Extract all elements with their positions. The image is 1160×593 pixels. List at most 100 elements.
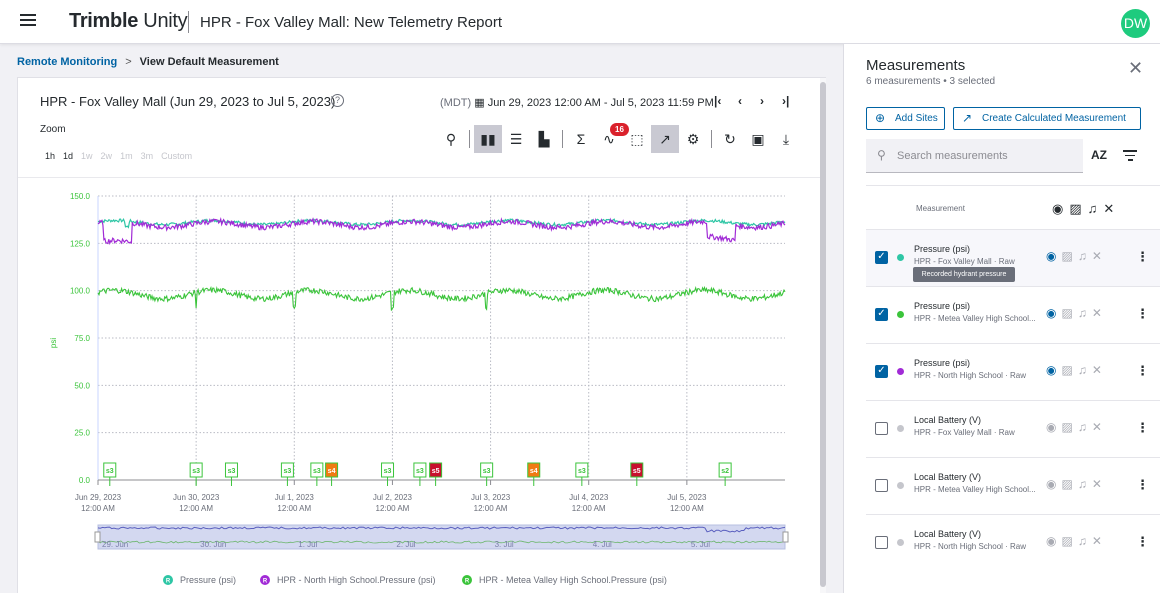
row-checkbox[interactable]: ✓ xyxy=(875,251,888,264)
filter-icon[interactable] xyxy=(1123,150,1137,164)
events-off-icon[interactable]: ✕ xyxy=(1091,306,1102,320)
first-page-icon[interactable]: |‹ xyxy=(714,94,722,108)
zoom-2w[interactable]: 2w xyxy=(100,151,113,161)
more-options-icon[interactable]: ⋮ xyxy=(1136,477,1149,492)
alerts-off-icon[interactable]: ♫ xyxy=(1077,420,1087,434)
bar-view-icon[interactable]: ▮▮ xyxy=(474,125,502,153)
hide-icon[interactable]: ▨ xyxy=(1061,477,1073,491)
more-options-icon[interactable]: ⋮ xyxy=(1136,306,1149,321)
zoom-1w[interactable]: 1w xyxy=(81,151,93,161)
event-marker xyxy=(325,462,339,478)
alerts-off-icon[interactable]: ♫ xyxy=(1077,534,1087,548)
measurement-row[interactable]: Local Battery (V) HPR - North High School… xyxy=(866,514,1160,571)
events-off-all-icon[interactable]: ✕ xyxy=(1103,201,1115,216)
event-marker-label: s2 xyxy=(721,468,729,475)
close-icon[interactable]: ✕ xyxy=(1128,58,1144,78)
visibility-icon[interactable]: ◉ xyxy=(1046,306,1057,320)
list-header: Measurement ◉ ▨ ♫ ✕ xyxy=(866,185,1160,229)
calendar-icon: ▦ xyxy=(474,97,485,109)
measurement-row[interactable]: Local Battery (V) HPR - Metea Valley High… xyxy=(866,457,1160,514)
legend-label: Pressure (psi) xyxy=(180,575,236,585)
measurement-row[interactable]: Local Battery (V) HPR - Fox Valley Mall ·… xyxy=(866,400,1160,457)
navigator-handle-left xyxy=(94,531,101,543)
event-marker-label: s3 xyxy=(192,468,200,475)
select-area-icon[interactable]: ⬚ xyxy=(630,131,644,147)
y-tick-label: 50.0 xyxy=(74,381,90,390)
zoom-1m[interactable]: 1m xyxy=(120,151,133,161)
events-off-icon[interactable]: ✕ xyxy=(1091,363,1102,377)
row-checkbox[interactable]: ✓ xyxy=(875,308,888,321)
x-tick-time: 12:00 AM xyxy=(376,504,410,513)
more-options-icon[interactable]: ⋮ xyxy=(1136,249,1149,264)
hide-icon[interactable]: ▨ xyxy=(1061,249,1073,263)
last-page-icon[interactable]: ›| xyxy=(782,94,790,108)
search-icon[interactable]: ⚲ xyxy=(445,131,457,147)
list-view-icon[interactable]: ☰ xyxy=(509,131,523,147)
visibility-icon[interactable]: ◉ xyxy=(1046,363,1057,377)
more-options-icon[interactable]: ⋮ xyxy=(1136,534,1149,549)
event-marker-label: s3 xyxy=(313,468,321,475)
measurement-name: Pressure (psi) xyxy=(914,301,971,311)
measurement-name: Pressure (psi) xyxy=(914,358,971,368)
zoom-custom[interactable]: Custom xyxy=(161,151,193,161)
hide-icon[interactable]: ▨ xyxy=(1061,363,1073,377)
search-icon: ⚲ xyxy=(877,148,886,162)
more-options-icon[interactable]: ⋮ xyxy=(1136,420,1149,435)
events-off-icon[interactable]: ✕ xyxy=(1091,420,1102,434)
help-icon[interactable]: ? xyxy=(331,94,344,107)
alerts-off-icon[interactable]: ♫ xyxy=(1077,249,1087,263)
row-icons: ◉ ▨ ♫ ✕ xyxy=(1046,306,1107,320)
hamburger-menu-icon[interactable] xyxy=(20,14,36,28)
zoom-1d[interactable]: 1d xyxy=(63,151,74,161)
search-input[interactable] xyxy=(866,139,1083,173)
line-chart-icon[interactable]: ↗ xyxy=(651,125,679,153)
events-off-icon[interactable]: ✕ xyxy=(1091,477,1102,491)
zoom-1h[interactable]: 1h xyxy=(45,151,56,161)
save-icon[interactable]: ▣ xyxy=(751,131,765,147)
column-chart-icon[interactable]: ▙ xyxy=(538,131,550,147)
visibility-off-icon[interactable]: ◉ xyxy=(1046,420,1057,434)
brand-logo[interactable]: Trimble Unity xyxy=(69,10,188,32)
alerts-off-all-icon[interactable]: ♫ xyxy=(1087,201,1098,216)
hide-icon[interactable]: ▨ xyxy=(1061,534,1073,548)
alerts-off-icon[interactable]: ♫ xyxy=(1077,306,1087,320)
user-avatar[interactable]: DW xyxy=(1121,9,1150,38)
zoom-3m[interactable]: 3m xyxy=(140,151,154,161)
settings-icon[interactable]: ⚙ xyxy=(686,131,700,147)
date-range[interactable]: (MDT) ▦ Jun 29, 2023 12:00 AM - Jul 5, 2… xyxy=(440,96,714,109)
event-marker-label: s3 xyxy=(284,468,292,475)
alerts-off-icon[interactable]: ♫ xyxy=(1077,363,1087,377)
row-checkbox[interactable] xyxy=(875,422,888,435)
hide-icon[interactable]: ▨ xyxy=(1061,306,1073,320)
add-sites-button[interactable]: ⊕ Add Sites xyxy=(866,107,945,130)
measurement-row[interactable]: ✓ Pressure (psi) HPR - Metea Valley High S… xyxy=(866,286,1160,343)
previous-page-icon[interactable]: ‹ xyxy=(738,94,742,108)
breadcrumb-remote-monitoring[interactable]: Remote Monitoring xyxy=(17,56,118,68)
measurement-row[interactable]: ✓ Pressure (psi) HPR - North High School ·… xyxy=(866,343,1160,400)
sort-az-icon[interactable]: AZ xyxy=(1091,148,1107,162)
events-off-icon[interactable]: ✕ xyxy=(1091,249,1102,263)
refresh-icon[interactable]: ↻ xyxy=(724,131,736,147)
hide-icon[interactable]: ▨ xyxy=(1061,420,1073,434)
download-icon[interactable]: ⤓ xyxy=(782,131,790,147)
visibility-off-icon[interactable]: ◉ xyxy=(1046,477,1057,491)
more-options-icon[interactable]: ⋮ xyxy=(1136,363,1149,378)
row-checkbox[interactable] xyxy=(875,536,888,549)
alerts-off-icon[interactable]: ♫ xyxy=(1077,477,1087,491)
hide-all-icon[interactable]: ▨ xyxy=(1069,201,1082,216)
legend-label: HPR - Metea Valley High School.Pressure … xyxy=(479,575,667,585)
toolbar-divider xyxy=(562,130,563,148)
next-page-icon[interactable]: › xyxy=(760,94,764,108)
series-color-dot xyxy=(897,254,904,261)
visibility-all-icon[interactable]: ◉ xyxy=(1052,201,1064,216)
row-checkbox[interactable] xyxy=(875,479,888,492)
sum-icon[interactable]: Σ xyxy=(576,131,586,147)
events-off-icon[interactable]: ✕ xyxy=(1091,534,1102,548)
visibility-off-icon[interactable]: ◉ xyxy=(1046,534,1057,548)
signal-events-icon[interactable]: ∿ xyxy=(603,131,615,147)
card-scrollbar[interactable] xyxy=(820,78,826,593)
create-calculated-measurement-button[interactable]: ↗ Create Calculated Measurement xyxy=(953,107,1141,130)
visibility-icon[interactable]: ◉ xyxy=(1046,249,1057,263)
navigator-tick-label: 5. Jul xyxy=(691,540,710,549)
row-checkbox[interactable]: ✓ xyxy=(875,365,888,378)
